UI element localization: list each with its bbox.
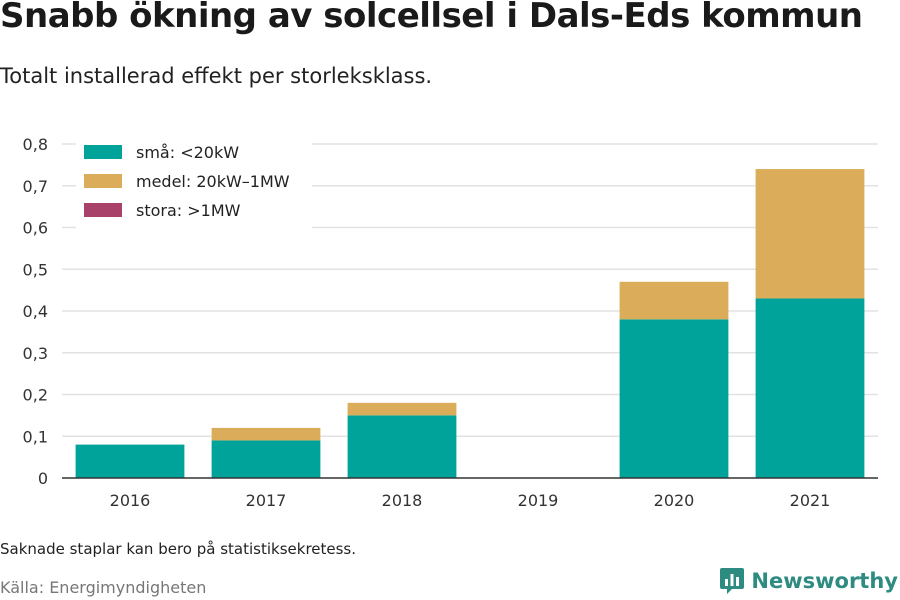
y-tick-label: 0,4 — [23, 302, 48, 321]
y-tick-label: 0,2 — [23, 386, 48, 405]
bar-chart-logo-icon — [720, 568, 745, 594]
legend-swatch — [84, 145, 122, 159]
chart-title: Snabb ökning av solcellsel i Dals-Eds ko… — [0, 0, 863, 36]
bar-segment — [75, 444, 185, 478]
x-tick-label: 2017 — [246, 491, 287, 510]
stacked-bar-chart: 0 0,1 0,2 0,3 0,4 0,5 0,6 0,7 0,8 2016 2017 2018 201… — [23, 135, 878, 510]
bar-segment — [347, 402, 457, 416]
y-tick-label: 0,8 — [23, 135, 48, 154]
x-tick-label: 2018 — [382, 491, 423, 510]
chart-note: Saknade staplar kan bero på statistiksek… — [0, 540, 357, 558]
chart-subtitle: Totalt installerad effekt per storlekskl… — [0, 64, 433, 88]
bar-segment — [211, 440, 321, 478]
legend-swatch — [84, 174, 122, 188]
x-tick-label: 2020 — [654, 491, 695, 510]
y-tick-label: 0,6 — [23, 219, 48, 238]
legend-label: stora: >1MW — [136, 201, 241, 220]
bar-segment — [211, 427, 321, 441]
legend-label: medel: 20kW–1MW — [136, 172, 290, 191]
y-tick-label: 0,7 — [23, 177, 48, 196]
y-tick-label: 0 — [38, 469, 48, 488]
x-tick-label: 2016 — [110, 491, 151, 510]
x-tick-label: 2019 — [518, 491, 559, 510]
y-tick-label: 0,1 — [23, 427, 48, 446]
bar-segment — [755, 169, 865, 299]
bar-segment — [755, 298, 865, 478]
bar-segment — [347, 415, 457, 478]
x-tick-label: 2021 — [790, 491, 831, 510]
newsworthy-logo[interactable]: Newsworthy — [719, 567, 898, 595]
bar-segment — [619, 281, 729, 320]
bar-segment — [619, 319, 729, 478]
brand-name: Newsworthy — [751, 569, 898, 593]
legend-swatch — [84, 203, 122, 217]
source-label: Källa: Energimyndigheten — [0, 578, 207, 597]
y-tick-label: 0,5 — [23, 260, 48, 279]
y-tick-label: 0,3 — [23, 344, 48, 363]
legend-label: små: <20kW — [136, 143, 239, 162]
